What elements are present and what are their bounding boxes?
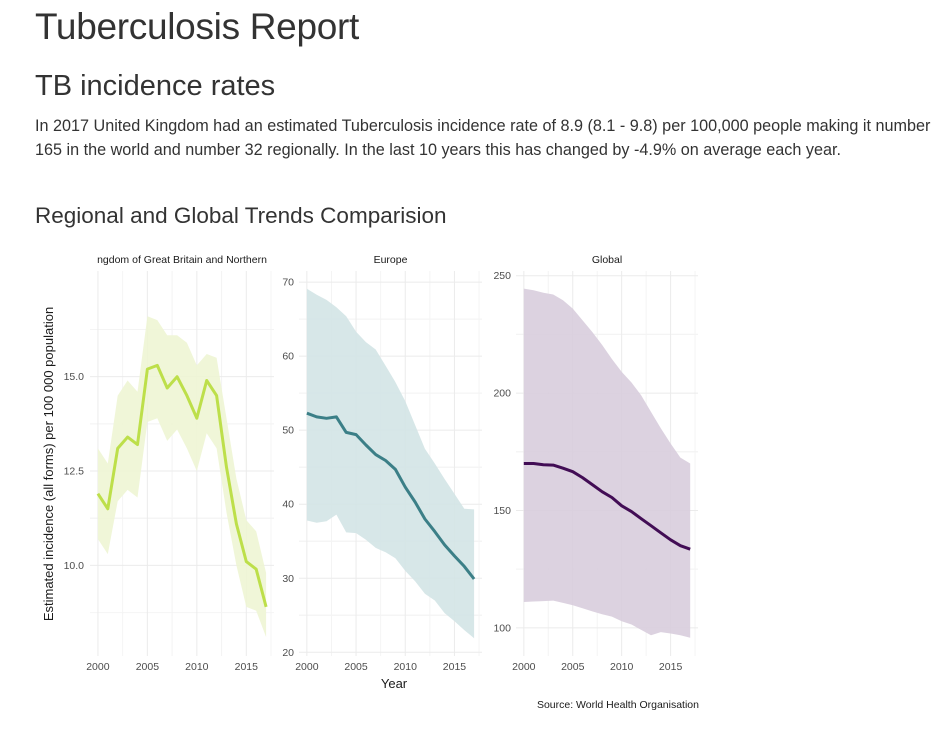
data-point xyxy=(463,565,466,568)
uncertainty-ribbon xyxy=(523,288,691,638)
data-point xyxy=(689,548,692,551)
data-point xyxy=(571,470,574,473)
data-point xyxy=(552,464,555,467)
source-caption: Source: World Health Organisation xyxy=(537,699,699,711)
data-point xyxy=(315,415,318,418)
y-tick-label: 20 xyxy=(282,647,294,659)
data-point xyxy=(106,507,109,510)
data-point xyxy=(195,417,198,420)
y-tick-label: 15.0 xyxy=(64,371,85,383)
x-tick-label: 2015 xyxy=(443,661,467,673)
x-tick-label: 2000 xyxy=(512,661,536,673)
x-tick-label: 2015 xyxy=(659,661,683,673)
data-point xyxy=(650,524,653,527)
incidence-line xyxy=(96,363,268,608)
y-axis-title: Estimated incidence (all forms) per 100 … xyxy=(41,307,56,621)
data-point xyxy=(146,368,149,371)
summary-paragraph: In 2017 United Kingdom had an estimated … xyxy=(35,117,931,159)
x-tick-label: 2000 xyxy=(295,661,319,673)
x-tick-label: 2005 xyxy=(344,661,368,673)
data-point xyxy=(96,492,99,495)
x-tick-label: 2005 xyxy=(561,661,585,673)
y-tick-label: 100 xyxy=(493,622,511,634)
data-point xyxy=(601,490,604,493)
data-point xyxy=(669,538,672,541)
page-title: Tuberculosis Report xyxy=(35,6,360,47)
data-point xyxy=(255,568,258,571)
data-point xyxy=(610,496,613,499)
y-tick-label: 10.0 xyxy=(64,560,85,572)
section-title: TB incidence rates xyxy=(35,70,276,102)
data-point xyxy=(305,412,308,415)
data-point xyxy=(532,462,535,465)
incidence-line xyxy=(523,462,691,551)
data-point xyxy=(620,504,623,507)
facet-strip-label: ngdom of Great Britain and Northern xyxy=(97,254,267,266)
y-tick-label: 60 xyxy=(282,351,294,363)
data-point xyxy=(443,543,446,546)
data-point xyxy=(176,375,179,378)
facet-strip-label: Global xyxy=(592,254,622,266)
data-point xyxy=(522,462,525,465)
data-point xyxy=(225,466,228,469)
data-point xyxy=(364,444,367,447)
x-tick-label: 2010 xyxy=(394,661,418,673)
subsection-title: Regional and Global Trends Comparision xyxy=(35,203,447,228)
data-point xyxy=(215,394,218,397)
incidence-line xyxy=(306,411,476,580)
data-point xyxy=(581,476,584,479)
y-tick-label: 150 xyxy=(493,505,511,517)
data-point xyxy=(185,394,188,397)
data-point xyxy=(473,578,476,581)
data-point xyxy=(433,530,436,533)
facet-panel-3: 100 150 200 250 2000 2005 2010 2015 Global xyxy=(493,254,698,673)
x-tick-label: 2015 xyxy=(235,661,259,673)
data-point xyxy=(394,468,397,471)
y-tick-label: 70 xyxy=(282,277,294,289)
data-point xyxy=(116,447,119,450)
facet-panel-2: 20 30 40 50 60 70 2000 2005 2010 2015 Europe xyxy=(282,254,482,673)
facet-panel-1: 10.0 12.5 15.0 2000 2005 2010 2015 ngdom of Gre… xyxy=(64,254,274,673)
uncertainty-ribbon xyxy=(97,316,267,638)
data-point xyxy=(345,431,348,434)
y-tick-label: 200 xyxy=(493,388,511,400)
x-tick-label: 2005 xyxy=(136,661,160,673)
data-point xyxy=(679,544,682,547)
data-point xyxy=(640,517,643,520)
data-point xyxy=(265,605,268,608)
data-point xyxy=(414,501,417,504)
data-point xyxy=(325,417,328,420)
data-point xyxy=(453,555,456,558)
data-point xyxy=(235,522,238,525)
x-tick-label: 2000 xyxy=(86,661,110,673)
data-point xyxy=(591,483,594,486)
data-point xyxy=(245,560,248,563)
x-tick-label: 2010 xyxy=(185,661,209,673)
data-point xyxy=(542,463,545,466)
data-point xyxy=(659,531,662,534)
data-point xyxy=(423,518,426,521)
facet-strip-label: Europe xyxy=(374,254,408,266)
data-point xyxy=(384,459,387,462)
data-point xyxy=(404,486,407,489)
x-tick-label: 2010 xyxy=(610,661,634,673)
data-point xyxy=(562,467,565,470)
y-tick-label: 250 xyxy=(493,270,511,282)
y-tick-label: 40 xyxy=(282,499,294,511)
x-axis-title: Year xyxy=(381,676,408,691)
data-point xyxy=(136,443,139,446)
data-point xyxy=(374,453,377,456)
data-point xyxy=(335,415,338,418)
y-tick-label: 50 xyxy=(282,425,294,437)
data-point xyxy=(355,433,358,436)
y-tick-label: 12.5 xyxy=(64,466,85,478)
data-point xyxy=(166,387,169,390)
data-point xyxy=(126,436,129,439)
y-tick-label: 30 xyxy=(282,573,294,585)
data-point xyxy=(205,379,208,382)
data-point xyxy=(630,510,633,513)
data-point xyxy=(156,364,159,367)
